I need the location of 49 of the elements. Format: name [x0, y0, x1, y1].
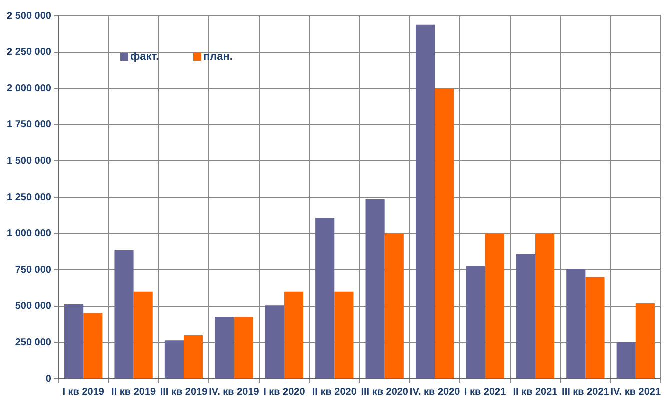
legend-label: план.: [203, 51, 233, 64]
bar: [566, 269, 586, 378]
bar: [636, 303, 655, 378]
bar: [164, 340, 184, 378]
legend-label: факт.: [130, 51, 160, 64]
x-tick-label: IV. кв 2020: [410, 386, 461, 398]
y-tick-label: 2 250 000: [6, 47, 52, 58]
bar: [535, 234, 555, 378]
x-tick-label: II кв 2020: [312, 386, 358, 398]
bar: [64, 304, 84, 378]
x-tick-label: I кв 2019: [62, 386, 105, 398]
y-tick-label: 250 000: [15, 337, 52, 348]
x-tick-label: IV. кв 2019: [209, 386, 260, 398]
bar: [316, 218, 335, 378]
bar: [435, 88, 454, 378]
bar: [416, 24, 436, 378]
x-tick-label: IV. кв 2021: [610, 386, 662, 398]
bar: [234, 317, 254, 378]
bar: [466, 266, 486, 378]
x-tick-label: II кв 2021: [513, 386, 558, 398]
bar: [384, 234, 404, 378]
x-tick-label: II кв 2019: [112, 386, 156, 398]
x-tick-label: III кв 2021: [562, 386, 610, 398]
bar: [134, 292, 153, 378]
bar: [215, 317, 234, 378]
bar: [366, 200, 385, 378]
y-tick-label: 750 000: [15, 264, 52, 276]
y-tick-label: 1 250 000: [6, 192, 52, 204]
y-tick-label: 1 500 000: [6, 156, 52, 167]
bar: [616, 342, 636, 378]
bar: [284, 292, 304, 378]
y-tick-label: 1 000 000: [6, 228, 52, 240]
bar: [84, 313, 103, 378]
x-tick-label: III кв 2020: [361, 386, 409, 398]
bar: [114, 250, 134, 378]
y-tick-label: 1 750 000: [6, 120, 52, 131]
bar: [184, 335, 204, 378]
bar: [265, 306, 284, 378]
y-tick-label: 500 000: [15, 301, 52, 312]
y-tick-label: 0: [46, 374, 52, 385]
bar: [516, 254, 536, 378]
bar: [485, 234, 504, 378]
x-tick-label: III кв 2019: [160, 386, 208, 398]
bar: [334, 292, 354, 378]
x-tick-label: I кв 2021: [464, 386, 507, 398]
x-tick-label: I кв 2020: [264, 386, 306, 398]
bar: [586, 277, 605, 378]
y-tick-label: 2 000 000: [6, 83, 52, 94]
y-tick-label: 2 500 000: [6, 10, 52, 22]
